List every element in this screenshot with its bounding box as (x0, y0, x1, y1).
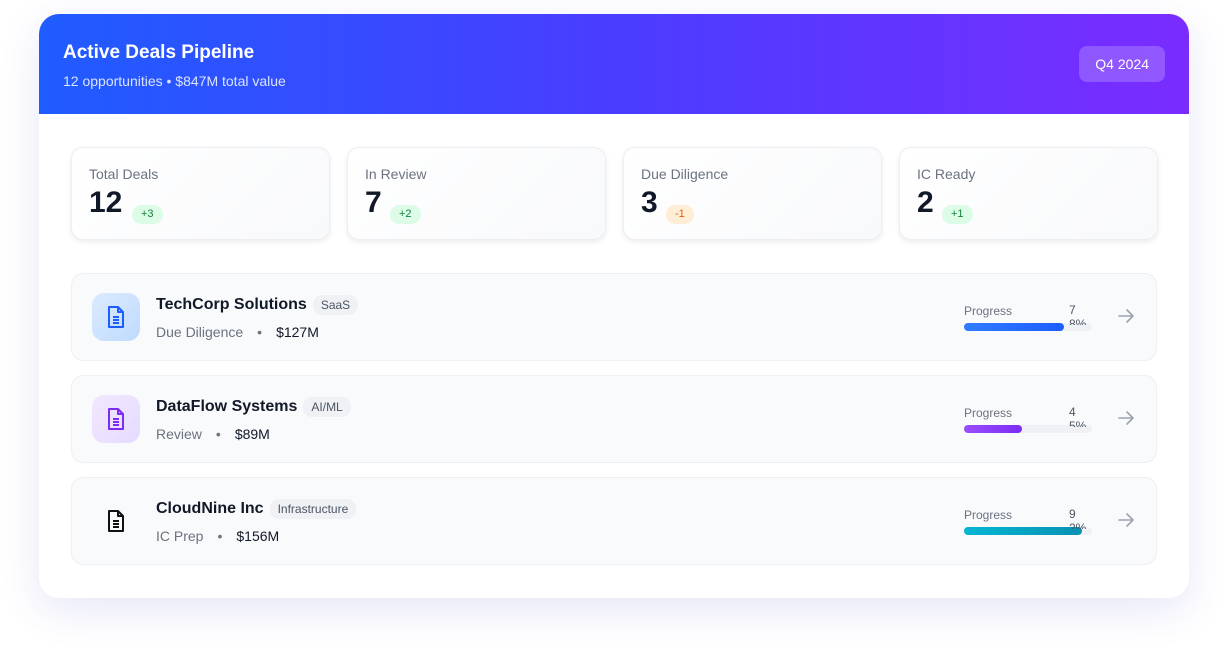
progress-percent: 78% (1069, 303, 1087, 325)
stat-change-badge: +2 (390, 205, 421, 224)
stat-value: 12 (89, 186, 123, 219)
deal-name[interactable]: DataFlow Systems (156, 398, 298, 415)
stat-value: 3 (641, 186, 658, 219)
stat-change-badge: +3 (132, 205, 163, 224)
deal-row[interactable]: CloudNine Inc Infrastructure IC Prep • $156… (71, 477, 1157, 565)
page-title: Active Deals Pipeline (63, 42, 255, 63)
progress-label: Progress (964, 508, 1013, 522)
deal-row[interactable]: TechCorp Solutions SaaS Due Diligence • $12… (71, 273, 1157, 361)
deals-pipeline-card: Active Deals Pipeline 12 opportunities •… (39, 14, 1189, 598)
progress-percent: 45% (1069, 405, 1087, 427)
stat-value: 7 (365, 186, 382, 219)
progress-label: Progress (964, 406, 1013, 420)
stat-label: IC Ready (917, 166, 976, 182)
stat-in-review: In Review 7 +2 (347, 147, 606, 240)
progress-bar (964, 527, 1092, 535)
stat-label: In Review (365, 166, 427, 182)
deal-value: $127M (276, 324, 319, 340)
deal-name[interactable]: TechCorp Solutions (156, 296, 307, 313)
document-icon (108, 408, 124, 430)
arrow-right-icon[interactable] (1116, 306, 1136, 326)
deal-stage: IC Prep (156, 528, 204, 544)
stat-label: Due Diligence (641, 166, 729, 182)
progress-fill (964, 323, 1064, 331)
stat-total-deals: Total Deals 12 +3 (71, 147, 330, 240)
separator: • (217, 528, 223, 544)
stats-row: Total Deals 12 +3 In Review 7 +2 Due Dil… (71, 147, 1158, 240)
arrow-right-icon[interactable] (1116, 510, 1136, 530)
stat-change-badge: -1 (666, 205, 694, 224)
page-subtitle: 12 opportunities • $847M total value (63, 73, 286, 89)
arrow-right-icon[interactable] (1116, 408, 1136, 428)
progress-fill (964, 527, 1082, 535)
sector-tag: SaaS (312, 295, 359, 315)
deal-icon-box (92, 293, 140, 341)
progress-bar (964, 323, 1092, 331)
progress-bar (964, 425, 1092, 433)
deal-stage: Review (156, 426, 202, 442)
separator: • (257, 324, 263, 340)
deal-icon-box (92, 497, 140, 545)
document-icon (108, 306, 124, 328)
separator: • (215, 426, 221, 442)
progress-fill (964, 425, 1022, 433)
document-icon (108, 510, 124, 532)
deal-name[interactable]: CloudNine Inc (156, 500, 264, 517)
header: Active Deals Pipeline 12 opportunities •… (39, 14, 1189, 114)
deal-icon-box (92, 395, 140, 443)
period-badge[interactable]: Q4 2024 (1079, 46, 1165, 82)
progress-label: Progress (964, 304, 1013, 318)
progress-percent: 92% (1069, 507, 1087, 529)
deal-value: $156M (236, 528, 280, 544)
deal-value: $89M (234, 426, 270, 442)
stat-label: Total Deals (89, 166, 159, 182)
stat-change-badge: +1 (942, 205, 973, 224)
sector-tag: AI/ML (303, 397, 351, 417)
stat-due-diligence: Due Diligence 3 -1 (623, 147, 882, 240)
deal-row[interactable]: DataFlow Systems AI/ML Review • $89M Progre… (71, 375, 1157, 463)
deal-stage: Due Diligence (156, 324, 244, 340)
stat-ic-ready: IC Ready 2 +1 (899, 147, 1158, 240)
sector-tag: Infrastructure (269, 499, 357, 519)
stat-value: 2 (917, 186, 934, 219)
